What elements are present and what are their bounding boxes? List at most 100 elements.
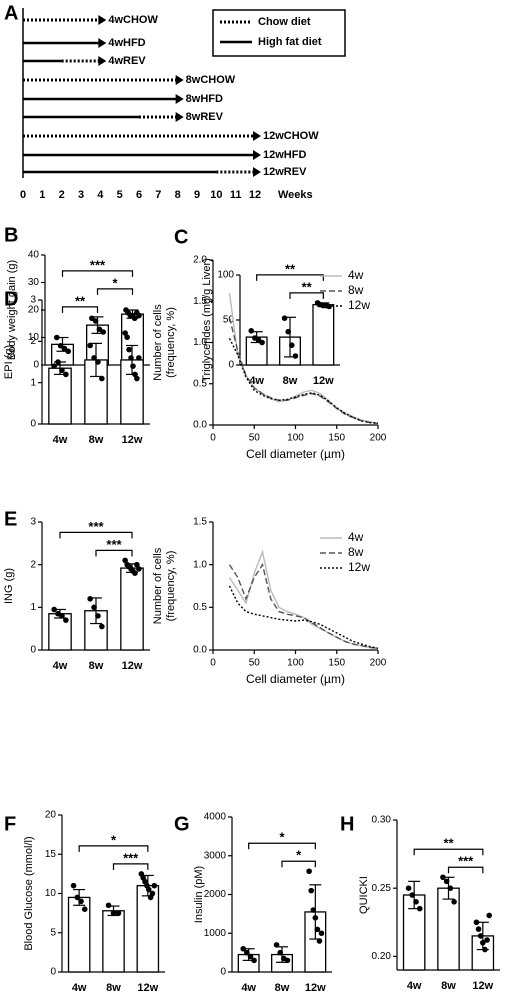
row-label: 8wREV bbox=[186, 111, 224, 123]
data-point bbox=[63, 371, 69, 378]
data-point bbox=[247, 953, 254, 960]
y-tick-label: 0.5 bbox=[193, 602, 207, 613]
y-axis-label: (frequency, %) bbox=[165, 307, 177, 378]
x-tick-label: 12 bbox=[249, 189, 261, 201]
x-tick-label: 0 bbox=[210, 658, 216, 669]
significance-bracket bbox=[95, 549, 133, 557]
x-tick-label: 4w bbox=[53, 434, 68, 446]
x-tick-label: 4 bbox=[97, 189, 104, 201]
bar bbox=[120, 567, 144, 651]
row-label: 4wHFD bbox=[108, 37, 145, 49]
y-tick-label: 1000 bbox=[204, 928, 227, 939]
x-tick-label: 8w bbox=[275, 982, 290, 994]
y-tick-label: 20 bbox=[45, 810, 57, 821]
data-point bbox=[55, 359, 61, 365]
bar bbox=[312, 304, 335, 366]
significance-bracket bbox=[289, 292, 324, 299]
data-point bbox=[124, 334, 130, 341]
data-point bbox=[132, 570, 138, 576]
data-point bbox=[51, 363, 57, 369]
data-point bbox=[63, 617, 69, 623]
row-label: 4wREV bbox=[108, 55, 146, 67]
significance-bracket bbox=[413, 848, 484, 856]
data-point bbox=[273, 942, 280, 948]
y-tick-label: 0 bbox=[228, 360, 234, 371]
series-line bbox=[228, 317, 379, 425]
y-tick-label: 0.30 bbox=[372, 815, 392, 826]
x-tick-label: 8 bbox=[175, 189, 181, 201]
bar bbox=[136, 885, 160, 973]
data-point bbox=[248, 328, 255, 334]
arrow-head bbox=[175, 75, 184, 85]
row-label: 12wCHOW bbox=[263, 130, 319, 142]
y-axis-label: (frequency, %) bbox=[165, 551, 177, 622]
data-point bbox=[128, 355, 134, 361]
significance-bracket bbox=[256, 274, 324, 281]
x-tick-label: 8w bbox=[106, 982, 121, 994]
data-point bbox=[484, 937, 490, 943]
data-point bbox=[251, 957, 257, 964]
y-tick-label: 100 bbox=[217, 270, 234, 281]
y-tick-label: 2 bbox=[30, 559, 36, 570]
x-tick-label: 8w bbox=[283, 375, 298, 387]
x-tick-label: 1 bbox=[39, 189, 45, 201]
data-point bbox=[482, 946, 488, 953]
data-point bbox=[70, 882, 77, 889]
x-tick-label: 8w bbox=[89, 434, 104, 446]
x-axis-label: Cell diameter (µm) bbox=[246, 672, 345, 686]
data-point bbox=[308, 887, 315, 894]
y-tick-label: 15 bbox=[45, 849, 57, 860]
data-point bbox=[244, 949, 250, 956]
y-tick-label: 0.25 bbox=[372, 883, 392, 894]
row-label: 4wCHOW bbox=[108, 14, 158, 26]
significance-label: *** bbox=[90, 257, 106, 272]
y-axis-label: EPI (g) bbox=[3, 345, 15, 379]
data-point bbox=[95, 359, 101, 365]
significance-label: *** bbox=[123, 850, 139, 865]
legend-box bbox=[212, 9, 346, 57]
x-tick-label: 200 bbox=[370, 658, 387, 669]
y-axis-label: QUICKI bbox=[358, 876, 370, 914]
data-point bbox=[477, 933, 484, 939]
y-tick-label: 3000 bbox=[204, 850, 227, 861]
y-tick-label: 2 bbox=[30, 336, 36, 347]
y-tick-label: 40 bbox=[28, 250, 40, 261]
y-tick-label: 0.0 bbox=[193, 645, 207, 656]
bar bbox=[48, 367, 72, 425]
data-point bbox=[281, 315, 288, 322]
data-point bbox=[475, 926, 482, 932]
y-tick-label: 0 bbox=[50, 967, 56, 978]
series-line bbox=[228, 585, 379, 649]
y-tick-label: 0 bbox=[30, 419, 36, 430]
data-point bbox=[312, 914, 319, 921]
significance-label: * bbox=[112, 275, 118, 290]
arrow-head bbox=[175, 112, 184, 122]
data-point bbox=[59, 613, 65, 619]
data-point bbox=[105, 902, 112, 909]
x-tick-label: 5 bbox=[117, 189, 123, 201]
data-point bbox=[151, 882, 158, 889]
significance-label: ** bbox=[302, 279, 313, 294]
significance-label: * bbox=[296, 848, 302, 863]
x-tick-label: 0 bbox=[20, 189, 26, 201]
data-point bbox=[292, 353, 299, 359]
y-tick-label: 1.5 bbox=[193, 517, 207, 528]
row-label: 12wHFD bbox=[263, 149, 306, 161]
legend-label: 12w bbox=[348, 560, 370, 574]
y-tick-label: 30 bbox=[28, 277, 40, 288]
data-point bbox=[95, 613, 101, 619]
arrow-head bbox=[98, 38, 107, 48]
x-tick-label: 12w bbox=[305, 982, 326, 994]
data-point bbox=[136, 312, 142, 319]
x-tick-label: 7 bbox=[155, 189, 161, 201]
row-label: 8wCHOW bbox=[186, 74, 236, 86]
x-tick-label: 150 bbox=[328, 658, 345, 669]
y-tick-label: 1 bbox=[30, 377, 36, 388]
y-tick-label: 3 bbox=[30, 295, 36, 306]
panel-letter: G bbox=[174, 813, 190, 835]
data-point bbox=[443, 878, 450, 885]
data-point bbox=[447, 885, 454, 891]
data-point bbox=[413, 899, 419, 905]
y-tick-label: 0.0 bbox=[193, 420, 207, 431]
